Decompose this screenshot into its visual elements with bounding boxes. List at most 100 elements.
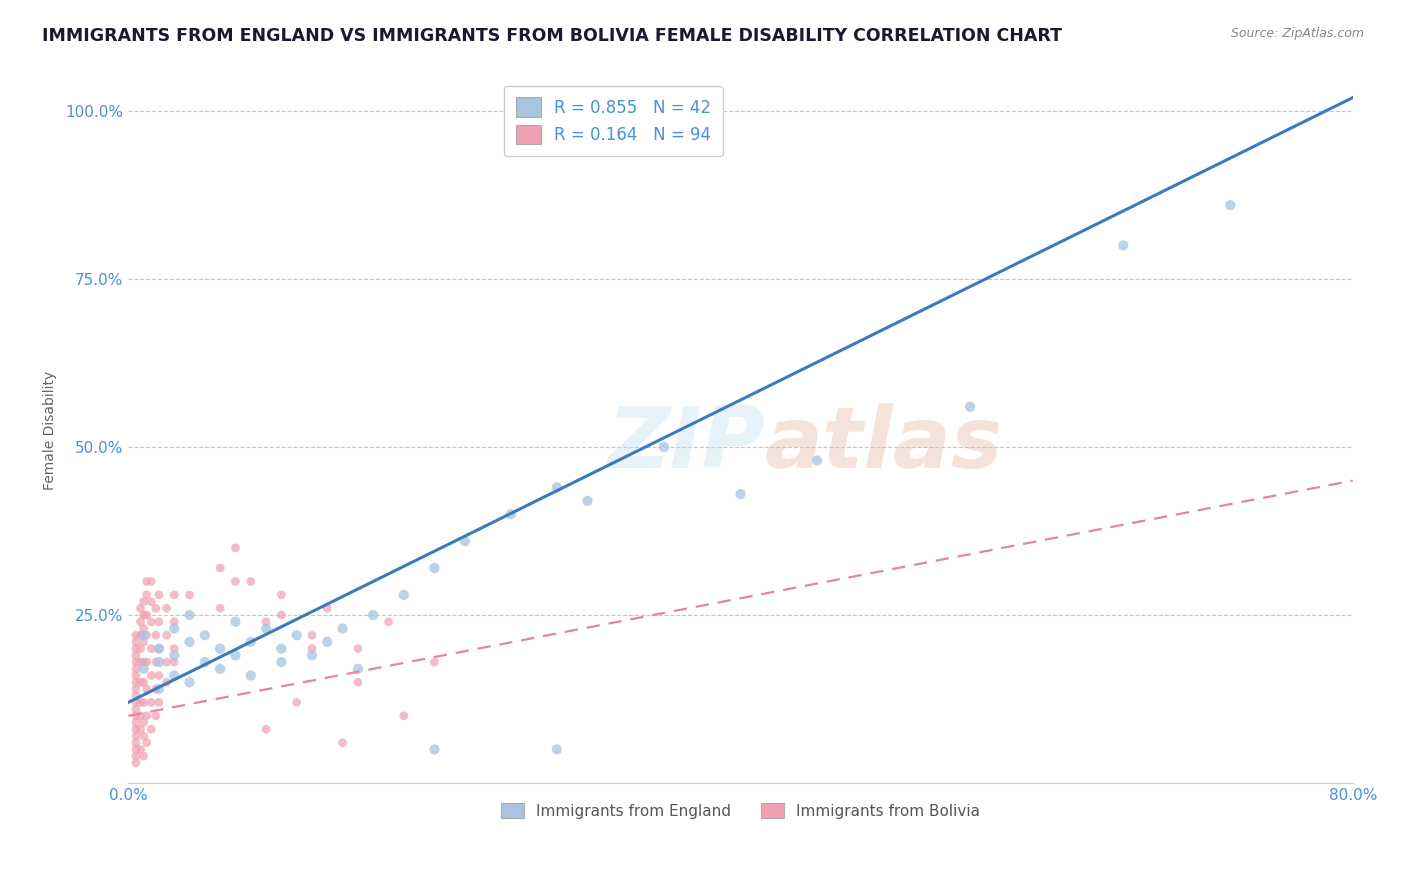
Point bbox=[239, 668, 262, 682]
Point bbox=[239, 574, 262, 589]
Point bbox=[254, 622, 277, 636]
Point bbox=[132, 655, 155, 669]
Point bbox=[148, 655, 170, 669]
Point bbox=[125, 628, 148, 642]
Point bbox=[135, 588, 157, 602]
Point bbox=[125, 702, 148, 716]
Point bbox=[576, 493, 599, 508]
Point bbox=[347, 662, 370, 676]
Point bbox=[125, 695, 148, 709]
Point bbox=[125, 662, 148, 676]
Point bbox=[125, 715, 148, 730]
Point bbox=[209, 662, 232, 676]
Point bbox=[148, 668, 170, 682]
Point bbox=[129, 655, 152, 669]
Point bbox=[132, 662, 155, 676]
Point bbox=[148, 681, 170, 696]
Point bbox=[163, 648, 186, 663]
Point bbox=[132, 729, 155, 743]
Point bbox=[148, 615, 170, 629]
Point bbox=[546, 480, 568, 494]
Point bbox=[179, 588, 201, 602]
Point bbox=[135, 655, 157, 669]
Point bbox=[132, 594, 155, 608]
Point bbox=[377, 615, 399, 629]
Point bbox=[163, 655, 186, 669]
Point bbox=[141, 615, 163, 629]
Point bbox=[132, 608, 155, 623]
Point bbox=[285, 695, 308, 709]
Point bbox=[129, 641, 152, 656]
Point bbox=[155, 601, 177, 615]
Point bbox=[163, 622, 186, 636]
Point bbox=[423, 561, 446, 575]
Text: ZIP: ZIP bbox=[607, 403, 765, 486]
Point bbox=[148, 641, 170, 656]
Point bbox=[129, 709, 152, 723]
Point bbox=[285, 628, 308, 642]
Point bbox=[254, 615, 277, 629]
Point bbox=[163, 641, 186, 656]
Point bbox=[125, 668, 148, 682]
Point bbox=[332, 622, 354, 636]
Point bbox=[125, 689, 148, 703]
Point bbox=[125, 736, 148, 750]
Point bbox=[141, 723, 163, 737]
Point bbox=[125, 749, 148, 764]
Point bbox=[145, 709, 167, 723]
Point bbox=[163, 588, 186, 602]
Point bbox=[270, 588, 292, 602]
Point bbox=[148, 641, 170, 656]
Point bbox=[145, 601, 167, 615]
Point bbox=[163, 615, 186, 629]
Point bbox=[129, 628, 152, 642]
Point bbox=[546, 742, 568, 756]
Point bbox=[194, 655, 217, 669]
Point bbox=[347, 641, 370, 656]
Point bbox=[316, 635, 339, 649]
Point bbox=[301, 648, 323, 663]
Point bbox=[132, 622, 155, 636]
Point bbox=[155, 628, 177, 642]
Point bbox=[179, 675, 201, 690]
Point bbox=[194, 628, 217, 642]
Text: Source: ZipAtlas.com: Source: ZipAtlas.com bbox=[1230, 27, 1364, 40]
Point bbox=[347, 675, 370, 690]
Point bbox=[141, 668, 163, 682]
Point bbox=[135, 608, 157, 623]
Point bbox=[423, 655, 446, 669]
Point bbox=[125, 655, 148, 669]
Point bbox=[145, 655, 167, 669]
Point bbox=[179, 608, 201, 623]
Point bbox=[423, 742, 446, 756]
Point bbox=[392, 588, 415, 602]
Point bbox=[132, 635, 155, 649]
Point bbox=[132, 749, 155, 764]
Point bbox=[125, 635, 148, 649]
Point bbox=[652, 440, 675, 454]
Point bbox=[270, 608, 292, 623]
Point bbox=[155, 675, 177, 690]
Point bbox=[135, 628, 157, 642]
Point bbox=[224, 574, 246, 589]
Point bbox=[361, 608, 384, 623]
Point bbox=[1219, 198, 1241, 212]
Point bbox=[135, 736, 157, 750]
Point bbox=[270, 655, 292, 669]
Point bbox=[125, 709, 148, 723]
Point bbox=[163, 668, 186, 682]
Point bbox=[141, 641, 163, 656]
Point bbox=[145, 628, 167, 642]
Point bbox=[209, 641, 232, 656]
Point bbox=[332, 736, 354, 750]
Point bbox=[179, 635, 201, 649]
Point bbox=[132, 695, 155, 709]
Point bbox=[499, 508, 522, 522]
Point bbox=[148, 695, 170, 709]
Point bbox=[129, 615, 152, 629]
Point bbox=[129, 675, 152, 690]
Point bbox=[125, 742, 148, 756]
Point bbox=[148, 588, 170, 602]
Point bbox=[141, 695, 163, 709]
Point bbox=[141, 574, 163, 589]
